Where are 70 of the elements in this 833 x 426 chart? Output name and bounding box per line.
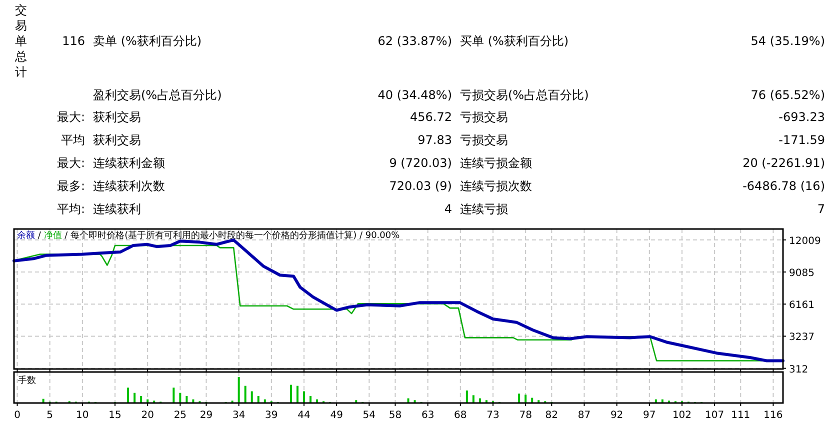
card-text: 平均	[61, 133, 85, 147]
card-text: 116	[62, 34, 85, 48]
x-tick-label: 111	[731, 410, 750, 421]
card-text: 连续亏损	[460, 202, 508, 216]
card-text: 平均:	[56, 202, 85, 216]
card-text: 最多:	[56, 179, 85, 193]
x-tick-label: 73	[486, 410, 500, 421]
card-text: 54 (35.19%)	[750, 34, 825, 48]
card-text: 获利交易	[93, 133, 141, 147]
x-tick-label: 68	[454, 410, 467, 421]
text: 净值	[44, 231, 62, 241]
card-text: -6486.78 (16)	[742, 179, 825, 193]
x-tick-label: 5	[46, 410, 54, 421]
y-tick-label: 3237	[789, 332, 814, 344]
x-tick-label: 39	[265, 410, 278, 421]
x-tick-label: 63	[421, 410, 434, 421]
x-tick-label: 44	[298, 410, 310, 421]
card-text: 盈利交易(%占总百分比)	[93, 88, 222, 102]
card-text: 连续获利	[93, 202, 141, 216]
y-tick-label: 6161	[789, 300, 814, 312]
card-text: 连续获利次数	[93, 179, 165, 193]
x-tick-label: 15	[108, 410, 122, 421]
x-tick-label: 29	[200, 410, 213, 421]
x-tick-label: 0	[14, 410, 20, 421]
card-text: 40 (34.48%)	[378, 88, 452, 102]
card-title: 交易单总计	[15, 3, 27, 79]
y-tick-label: 312	[789, 364, 808, 376]
card-text: 720.03 (9)	[389, 179, 452, 193]
x-tick-label: 78	[519, 410, 532, 421]
card-text: 亏损交易	[460, 133, 508, 147]
card-text: 买单 (%获利百分比)	[460, 34, 569, 48]
x-tick-label: 82	[545, 410, 558, 421]
x-tick-label: 92	[610, 410, 624, 421]
x-tick-label: 34	[232, 410, 246, 421]
card-text: 4	[444, 202, 452, 216]
x-tick-label: 116	[764, 410, 783, 421]
x-tick-label: 107	[705, 410, 724, 421]
x-tick-label: 102	[672, 410, 692, 421]
card-text: 亏损交易	[460, 110, 508, 124]
y-tick-label: 9085	[789, 268, 814, 279]
card-text: -693.23	[778, 110, 825, 124]
text: 余额	[17, 231, 35, 241]
card-text: 连续获利金额	[93, 156, 165, 170]
x-tick-label: 97	[643, 410, 656, 421]
x-tick-label: 10	[76, 410, 89, 421]
card-text: 97.83	[418, 133, 452, 147]
card-text: 456.72	[410, 110, 452, 124]
panel-title: 手数	[18, 376, 36, 386]
text: /	[64, 231, 68, 241]
card-text: 最大:	[56, 110, 85, 124]
x-tick-label: 54	[362, 410, 376, 421]
card-text: 7	[817, 202, 825, 216]
card-text: 9 (720.03)	[389, 156, 452, 170]
y-tick-label: 12009	[789, 236, 821, 247]
x-tick-label: 49	[330, 410, 343, 421]
card-text: 连续亏损金额	[460, 156, 532, 170]
card-text: 连续亏损次数	[460, 179, 532, 193]
card-text: 20 (-2261.91)	[742, 156, 825, 170]
x-tick-label: 58	[388, 410, 402, 421]
card-text: 获利交易	[93, 110, 141, 124]
card-text: 亏损交易(%占总百分比)	[460, 88, 589, 102]
card-text: 62 (33.87%)	[378, 34, 452, 48]
text: /	[38, 231, 41, 241]
card-text: 最大:	[56, 156, 85, 170]
x-tick-label: 87	[578, 410, 591, 421]
card-text: 卖单 (%获利百分比)	[93, 34, 202, 48]
x-tick-label: 20	[141, 410, 154, 421]
card-text: -171.59	[778, 133, 825, 147]
card-text: 76 (65.52%)	[750, 88, 825, 102]
x-tick-label: 25	[174, 410, 187, 421]
